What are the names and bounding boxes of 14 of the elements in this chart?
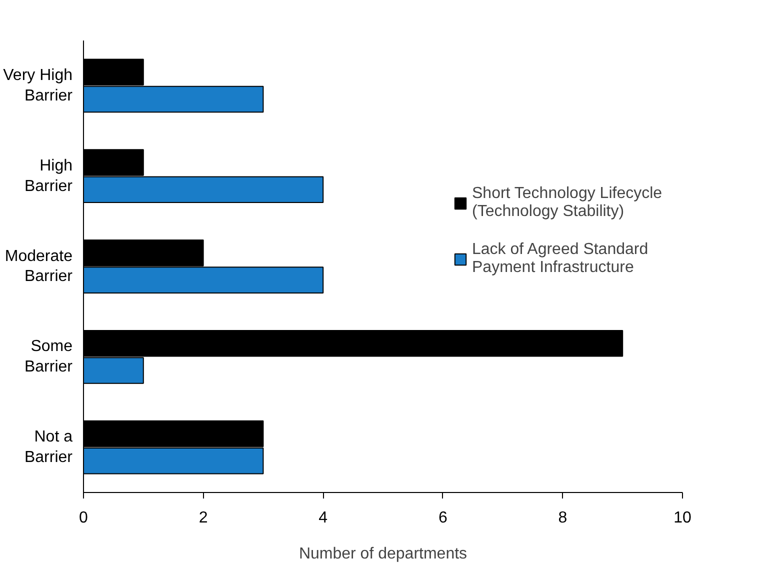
x-tick-label: 0 [79,510,88,526]
y-tick-label: Very High Barrier [3,67,74,104]
y-tick-label: Moderate Barrier [4,248,74,286]
x-tick-label: 10 [674,510,692,526]
x-tick-label: 8 [558,510,568,526]
legend-label: Lack of Agreed Standard Payment Infrastructure [472,241,648,277]
x-axis-title: Number of departments [298,546,468,562]
x-tick-label: 4 [318,510,328,526]
y-tick-label: Some Barrier [24,338,74,376]
x-tick-label: 6 [438,510,448,526]
y-tick-label: Not a Barrier [24,428,74,466]
y-tick-label: High Barrier [24,157,74,195]
legend-label: Short Technology Lifecycle (Technology Stability) [472,185,662,221]
x-tick-label: 2 [198,510,208,526]
